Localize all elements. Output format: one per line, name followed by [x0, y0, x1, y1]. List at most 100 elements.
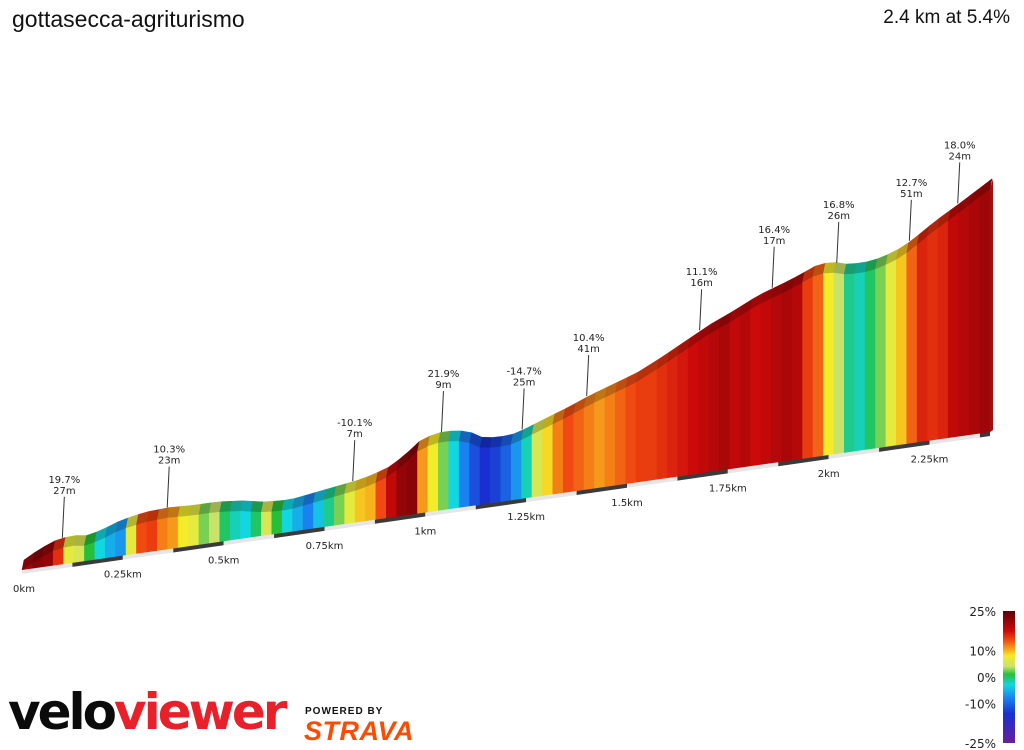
baseline-band: [374, 512, 426, 524]
gradient-segment-top: [979, 178, 993, 198]
annotation-length: 41m: [577, 344, 599, 355]
gradient-segment: [229, 510, 241, 541]
annotation-length: 7m: [347, 429, 363, 440]
annotation-grade: 11.1%: [686, 267, 718, 278]
gradient-segment: [261, 510, 273, 537]
annotation-leader-line: [586, 355, 590, 397]
baseline-band: [425, 505, 476, 517]
annotation-grade: 16.8%: [823, 200, 855, 211]
annotation-length: 9m: [435, 380, 451, 391]
gradient-segment: [677, 347, 689, 477]
annotation-length: 16m: [690, 278, 712, 289]
gradient-segment: [823, 272, 835, 457]
gradient-segment: [313, 499, 325, 529]
gradient-segment: [333, 493, 345, 526]
baseline-band: [778, 455, 829, 467]
annotation-leader-line: [352, 440, 356, 482]
gradient-segment: [448, 440, 460, 510]
annotation-leader-line: [699, 289, 703, 331]
annotation-length: 23m: [158, 456, 180, 467]
gradient-segment: [812, 272, 824, 458]
baseline-band: [324, 519, 375, 531]
gradient-segment: [864, 268, 876, 451]
gradient-segment: [302, 502, 314, 531]
gradient-segment: [188, 513, 200, 547]
page-title: gottasecca-agriturismo: [12, 6, 245, 32]
baseline-band: [122, 548, 174, 560]
annotation-length: 17m: [763, 236, 785, 247]
baseline-band: [929, 433, 980, 445]
baseline-band: [475, 498, 527, 510]
gradient-segment: [594, 396, 606, 489]
gradient-segment: [417, 445, 429, 514]
gradient-segment: [271, 509, 283, 535]
gradient-segment: [136, 521, 148, 555]
gradient-segment: [708, 327, 720, 473]
gradient-segment: [614, 386, 626, 486]
baseline-band: [576, 483, 627, 495]
gradient-segment: [479, 446, 491, 506]
gradient-segment: [542, 423, 554, 497]
gradient-segment: [916, 235, 928, 443]
gradient-segment: [791, 281, 803, 461]
gradient-segment: [802, 275, 814, 460]
gradient-segment: [687, 340, 699, 476]
veloviewer-logo: veloviewer: [8, 684, 298, 746]
gradient-segment: [250, 511, 262, 538]
x-tick-label: 1.75km: [709, 483, 747, 494]
baseline-band: [879, 440, 930, 452]
gradient-segment: [406, 450, 418, 516]
baseline-band: [72, 555, 123, 567]
gradient-segment: [781, 287, 793, 463]
gradient-segment: [209, 511, 221, 544]
gradient-segment: [604, 391, 616, 488]
gradient-segment: [625, 381, 637, 485]
gradient-segment: [219, 510, 231, 543]
annotation-grade: 18.0%: [944, 140, 976, 151]
baseline-band: [979, 432, 990, 438]
gradient-segment: [521, 433, 533, 500]
annotation-grade: 10.3%: [153, 445, 185, 456]
gradient-segment: [771, 292, 783, 464]
gradient-segment: [63, 545, 75, 565]
annotation-length: 27m: [53, 486, 75, 497]
gradient-segment: [240, 510, 252, 540]
gradient-segment: [927, 227, 939, 442]
x-tick-label: 0.25km: [104, 570, 142, 581]
gradient-segment: [386, 469, 398, 519]
x-tick-label: 1.25km: [507, 512, 545, 523]
gradient-segment: [365, 481, 377, 522]
x-tick-label: 1.5km: [611, 498, 642, 509]
gradient-segment: [906, 243, 918, 445]
gradient-segment: [500, 443, 512, 503]
gradient-segment: [157, 517, 169, 552]
gradient-segment: [635, 374, 647, 483]
gradient-segment: [760, 297, 772, 465]
baseline-band: [173, 541, 224, 553]
colorbar-label: 25%: [969, 605, 996, 619]
gradient-segment: [719, 321, 731, 471]
baseline-band: [22, 562, 73, 574]
strava-logo: STRAVA: [304, 716, 414, 746]
gradient-segment: [146, 519, 158, 553]
annotation-leader-line: [61, 496, 65, 538]
gradient-segment: [854, 271, 866, 452]
annotation-length: 24m: [948, 151, 970, 162]
gradient-segment: [438, 440, 450, 511]
baseline-band: [727, 462, 779, 474]
x-tick-label: 2km: [818, 469, 840, 480]
annotation-leader-line: [166, 466, 170, 508]
gradient-segment: [375, 476, 387, 520]
gradient-segment: [354, 486, 366, 523]
logo-viewer-text: viewer: [114, 683, 287, 741]
annotation-leader-line: [908, 199, 912, 241]
gradient-segment: [552, 418, 564, 495]
gradient-segment: [656, 361, 668, 480]
annotation-grade: 19.7%: [48, 475, 80, 486]
baseline-band: [627, 476, 678, 488]
x-tick-label: 0.75km: [306, 541, 344, 552]
gradient-segment: [948, 211, 960, 439]
powered-by-label: POWERED BY: [305, 706, 384, 717]
colorbar-label: 0%: [977, 671, 996, 685]
